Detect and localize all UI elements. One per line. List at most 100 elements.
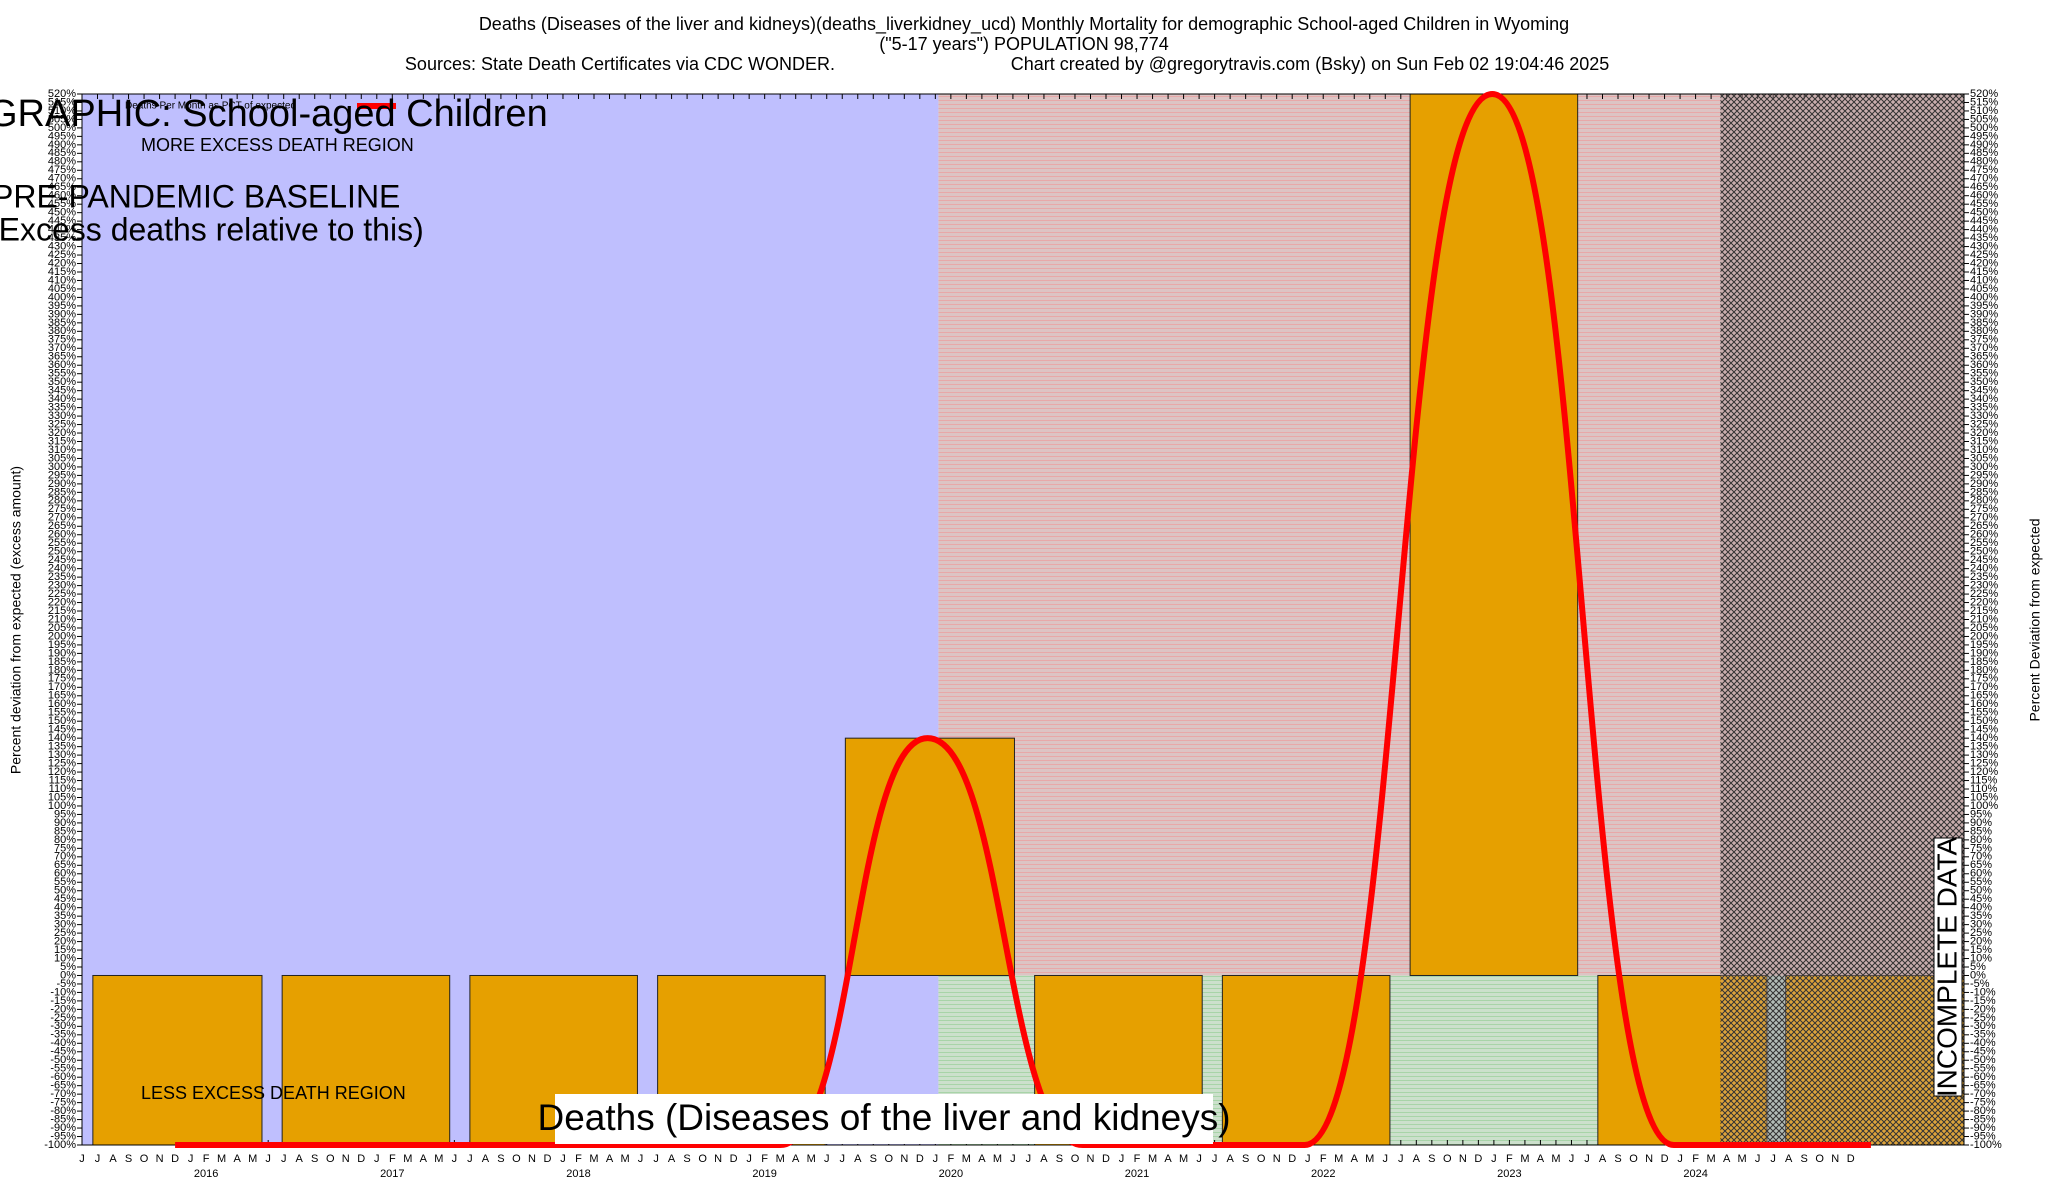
x-tick-label: F xyxy=(575,1153,582,1165)
y2-tick-label: 385% xyxy=(1970,317,1998,329)
x-tick-label: J xyxy=(933,1153,939,1165)
y2-tick-label: 70% xyxy=(1970,851,1992,863)
y-tick-label: 5% xyxy=(60,961,76,973)
y2-tick-label: -80% xyxy=(1970,1105,1996,1117)
y-tick-label: 295% xyxy=(48,469,76,481)
y2-tick-label: -60% xyxy=(1970,1071,1996,1083)
y-tick-label: 220% xyxy=(48,596,76,608)
y2-tick-label: 235% xyxy=(1970,571,1998,583)
x-tick-label: M xyxy=(1551,1153,1560,1165)
annotation-box xyxy=(1933,837,1963,1097)
y2-tick-label: 230% xyxy=(1970,580,1998,592)
y2-tick-label: 20% xyxy=(1970,935,1992,947)
y-tick-label: 475% xyxy=(48,164,76,176)
y2-tick-label: 345% xyxy=(1970,385,1998,397)
x-tick-label: A xyxy=(1351,1153,1359,1165)
y-tick-label: 40% xyxy=(54,902,76,914)
x-tick-label: A xyxy=(233,1153,241,1165)
y2-tick-label: 260% xyxy=(1970,529,1998,541)
y2-tick-label: 430% xyxy=(1970,240,1998,252)
y2-tick-label: 155% xyxy=(1970,707,1998,719)
year-label: 2024 xyxy=(1683,1168,1707,1180)
y-tick-label: 375% xyxy=(48,334,76,346)
y-tick-label: 400% xyxy=(48,291,76,303)
y2-tick-label: 320% xyxy=(1970,427,1998,439)
x-tick-label: N xyxy=(1645,1153,1653,1165)
x-tick-label: F xyxy=(1692,1153,1699,1165)
y-tick-label: 155% xyxy=(48,707,76,719)
x-tick-label: A xyxy=(296,1153,304,1165)
y-tick-label: 135% xyxy=(48,741,76,753)
incomplete-region xyxy=(1720,94,1964,1145)
y-tick-label: -45% xyxy=(50,1046,76,1058)
y-tick-label: 255% xyxy=(48,537,76,549)
y-tick-label: 10% xyxy=(54,952,76,964)
x-tick-label: J xyxy=(1491,1153,1497,1165)
y2-tick-label: -95% xyxy=(1970,1130,1996,1142)
y-tick-label: 110% xyxy=(49,783,77,795)
y-tick-label: 305% xyxy=(48,452,76,464)
y2-tick-label: 475% xyxy=(1970,164,1998,176)
y2-tick-label: -30% xyxy=(1970,1020,1996,1032)
y-tick-label: 225% xyxy=(48,588,76,600)
y-tick-label: -40% xyxy=(50,1037,76,1049)
y2-tick-label: 220% xyxy=(1970,596,1998,608)
y2-tick-label: 485% xyxy=(1970,147,1998,159)
y-tick-label: -15% xyxy=(50,995,76,1007)
y2-tick-label: 150% xyxy=(1970,715,1998,727)
x-tick-label: S xyxy=(125,1153,132,1165)
y-tick-label: 145% xyxy=(48,724,76,736)
y-tick-label: 320% xyxy=(48,427,76,439)
x-tick-label: M xyxy=(1179,1153,1188,1165)
y2-tick-label: 80% xyxy=(1970,834,1992,846)
y2-tick-label: 180% xyxy=(1970,664,1998,676)
y-tick-label: 140% xyxy=(48,732,76,744)
y2-tick-label: 195% xyxy=(1970,639,1998,651)
y2-tick-label: 265% xyxy=(1970,520,1998,532)
y-tick-label: 340% xyxy=(48,393,76,405)
y2-tick-label: 450% xyxy=(1970,207,1998,219)
y2-tick-label: 415% xyxy=(1970,266,1998,278)
y2-tick-label: 425% xyxy=(1970,249,1998,261)
y-tick-label: 470% xyxy=(48,173,76,185)
y-tick-label: 485% xyxy=(48,147,76,159)
y-tick-label: 310% xyxy=(48,444,76,456)
x-tick-label: D xyxy=(171,1153,179,1165)
bar xyxy=(92,974,263,1146)
y-tick-label: -20% xyxy=(50,1003,76,1015)
x-tick-label: D xyxy=(1102,1153,1110,1165)
y2-tick-label: -70% xyxy=(1970,1088,1996,1100)
y-tick-label: 460% xyxy=(48,190,76,202)
y-tick-label: 345% xyxy=(48,385,76,397)
y-tick-label: 250% xyxy=(48,546,76,558)
y-tick-label: 115% xyxy=(49,774,77,786)
x-tick-label: N xyxy=(528,1153,536,1165)
x-tick-label: J xyxy=(1119,1153,1125,1165)
year-label: 2020 xyxy=(939,1168,963,1180)
y2-tick-label: 10% xyxy=(1970,952,1992,964)
y2-tick-label: 185% xyxy=(1970,656,1998,668)
y-tick-label: 165% xyxy=(48,690,76,702)
y2-tick-label: 310% xyxy=(1970,444,1998,456)
x-tick-label: F xyxy=(1320,1153,1327,1165)
x-tick-label: J xyxy=(560,1153,566,1165)
year-label: 2017 xyxy=(380,1168,404,1180)
y-tick-label: 60% xyxy=(54,868,76,880)
y2-tick-label: -45% xyxy=(1970,1046,1996,1058)
x-tick-label: F xyxy=(947,1153,954,1165)
x-tick-label: A xyxy=(792,1153,800,1165)
x-tick-label: O xyxy=(1071,1153,1080,1165)
y-tick-label: 390% xyxy=(48,308,76,320)
credit: Chart created by @gregorytravis.com (Bsk… xyxy=(1011,54,1610,74)
y-tick-label: -60% xyxy=(50,1071,76,1083)
y2-tick-label: 0% xyxy=(1970,969,1986,981)
y2-tick-label: 390% xyxy=(1970,308,1998,320)
y-tick-label: 435% xyxy=(48,232,76,244)
x-tick-label: M xyxy=(1365,1153,1374,1165)
y-tick-label: 280% xyxy=(48,495,76,507)
x-tick-label: J xyxy=(746,1153,752,1165)
y-tick-label: 120% xyxy=(48,766,76,778)
x-tick-label: J xyxy=(1398,1153,1404,1165)
x-tick-label: J xyxy=(638,1153,644,1165)
x-tick-label: J xyxy=(1383,1153,1389,1165)
